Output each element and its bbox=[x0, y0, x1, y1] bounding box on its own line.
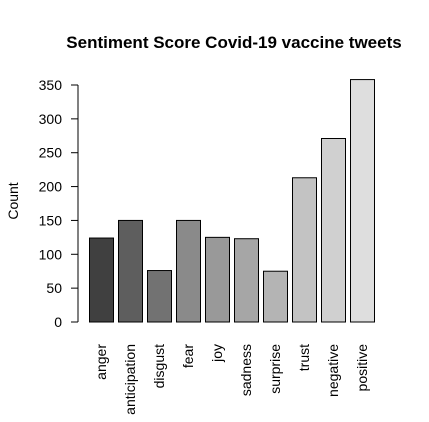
bar-anticipation bbox=[118, 219, 143, 323]
x-tick-label-negative: negative bbox=[325, 344, 341, 397]
bar-sadness bbox=[234, 238, 259, 323]
chart-title: Sentiment Score Covid-19 vaccine tweets bbox=[66, 33, 401, 52]
bar-surprise bbox=[263, 270, 288, 323]
x-tick-label-surprise: surprise bbox=[267, 344, 283, 394]
x-tick-label-disgust: disgust bbox=[151, 344, 167, 388]
y-tick-label: 200 bbox=[39, 179, 63, 195]
y-axis: 0 50 100 150 200 250 300 350 bbox=[39, 77, 79, 330]
bars bbox=[89, 79, 375, 323]
y-tick-label: 50 bbox=[46, 280, 62, 296]
x-tick-label-sadness: sadness bbox=[238, 344, 254, 396]
y-tick-label: 0 bbox=[54, 314, 62, 330]
bar-joy bbox=[205, 236, 230, 323]
bar-negative bbox=[321, 137, 346, 323]
x-tick-label-fear: fear bbox=[180, 344, 196, 368]
bar-anger bbox=[89, 237, 114, 323]
y-tick-label: 100 bbox=[39, 246, 63, 262]
x-tick-label-anger: anger bbox=[93, 344, 109, 380]
bar-fear bbox=[176, 219, 201, 323]
y-tick-label: 150 bbox=[39, 212, 63, 228]
y-tick-label: 350 bbox=[39, 77, 63, 93]
bar-disgust bbox=[147, 270, 172, 323]
x-tick-label-anticipation: anticipation bbox=[122, 344, 138, 415]
bar-positive bbox=[350, 79, 375, 323]
y-axis-label: Count bbox=[5, 182, 21, 219]
x-tick-label-positive: positive bbox=[354, 344, 370, 392]
y-tick-label: 250 bbox=[39, 145, 63, 161]
bar-trust bbox=[292, 177, 317, 323]
x-axis-labels: anger anticipation disgust fear joy sadness su… bbox=[93, 344, 370, 415]
x-tick-label-trust: trust bbox=[296, 344, 312, 371]
y-tick-label: 300 bbox=[39, 111, 63, 127]
x-tick-label-joy: joy bbox=[209, 344, 225, 363]
